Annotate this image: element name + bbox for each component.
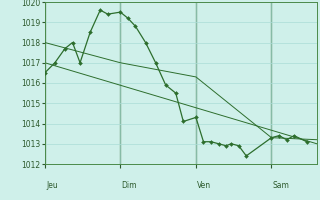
Text: Dim: Dim	[122, 181, 137, 190]
Text: Jeu: Jeu	[46, 181, 58, 190]
Text: Sam: Sam	[273, 181, 290, 190]
Text: Ven: Ven	[197, 181, 211, 190]
